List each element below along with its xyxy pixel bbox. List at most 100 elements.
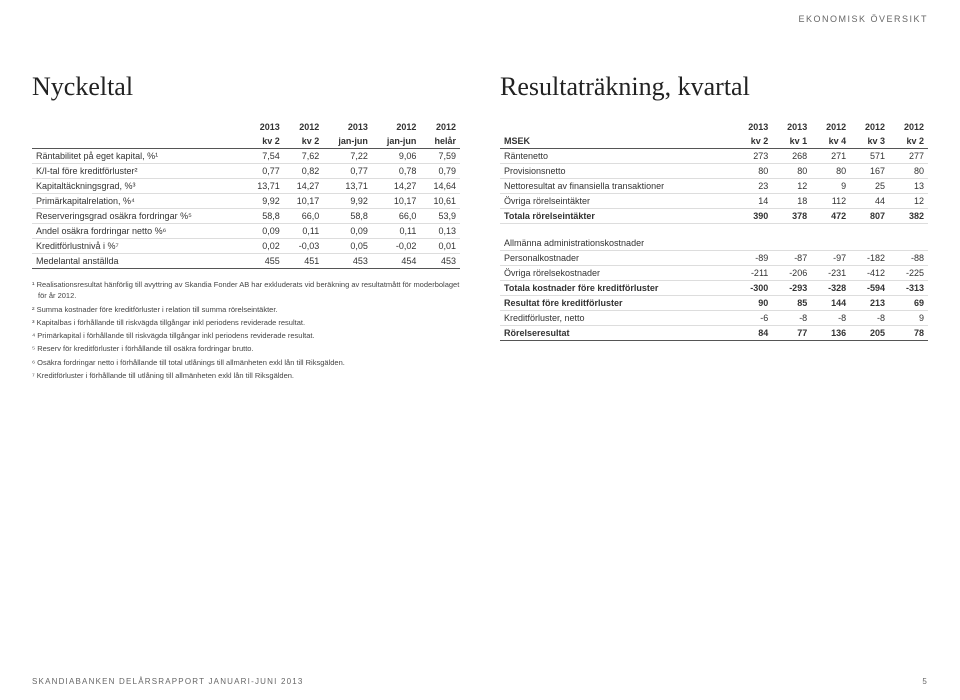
- col-header: MSEK: [500, 134, 733, 149]
- cell-value: 84: [733, 326, 772, 341]
- cell-value: 77: [772, 326, 811, 341]
- footnote: ⁷ Kreditförluster i förhållande till utl…: [32, 370, 460, 381]
- table-row: Övriga rörelsekostnader-211-206-231-412-…: [500, 266, 928, 281]
- table-row: Kreditförluster, netto-6-8-8-89: [500, 311, 928, 326]
- cell-value: -8: [772, 311, 811, 326]
- col-header: kv 2: [284, 134, 324, 149]
- cell-value: -206: [772, 266, 811, 281]
- table-row: Primärkapitalrelation, %⁴9,9210,179,9210…: [32, 194, 460, 209]
- resultat-title: Resultaträkning, kvartal: [500, 72, 928, 102]
- col-header: 2012: [420, 120, 460, 134]
- cell-value: [772, 236, 811, 251]
- row-label: Totala kostnader före kreditförluster: [500, 281, 733, 296]
- cell-value: -211: [733, 266, 772, 281]
- cell-value: 14: [733, 194, 772, 209]
- cell-value: 136: [811, 326, 850, 341]
- cell-value: 7,54: [244, 149, 284, 164]
- cell-value: 277: [889, 149, 928, 164]
- col-header: 2012: [850, 120, 889, 134]
- cell-value: 0,01: [420, 239, 460, 254]
- cell-value: -412: [850, 266, 889, 281]
- footer-bar: SKANDIABANKEN DELÅRSRAPPORT JANUARI-JUNI…: [32, 677, 928, 686]
- table-row: Nettoresultat av finansiella transaktion…: [500, 179, 928, 194]
- cell-value: [733, 236, 772, 251]
- section-label-row: Allmänna administrationskostnader: [500, 236, 928, 251]
- footnotes: ¹ Realisationsresultat hänförlig till av…: [32, 279, 460, 381]
- cell-value: 14,64: [420, 179, 460, 194]
- cell-value: 268: [772, 149, 811, 164]
- cell-value: 0,77: [244, 164, 284, 179]
- cell-value: 9,92: [323, 194, 372, 209]
- cell-value: 571: [850, 149, 889, 164]
- cell-value: 0,11: [372, 224, 421, 239]
- col-header: kv 2: [733, 134, 772, 149]
- cell-value: 453: [323, 254, 372, 269]
- footnote: ⁴ Primärkapital i förhållande till riskv…: [32, 330, 460, 341]
- col-header: [32, 134, 244, 149]
- cell-value: 0,79: [420, 164, 460, 179]
- nyckeltal-title: Nyckeltal: [32, 72, 460, 102]
- cell-value: 53,9: [420, 209, 460, 224]
- cell-value: 23: [733, 179, 772, 194]
- table-row: Resultat före kreditförluster90851442136…: [500, 296, 928, 311]
- cell-value: 390: [733, 209, 772, 224]
- cell-value: 25: [850, 179, 889, 194]
- resultat-table: 2013 2013 2012 2012 2012 MSEK kv 2 kv 1 …: [500, 120, 928, 341]
- table-row: Totala kostnader före kreditförluster-30…: [500, 281, 928, 296]
- cell-value: 85: [772, 296, 811, 311]
- cell-value: 14,27: [284, 179, 324, 194]
- table-row: Övriga rörelseintäkter14181124412: [500, 194, 928, 209]
- cell-value: 7,62: [284, 149, 324, 164]
- cell-value: 7,22: [323, 149, 372, 164]
- cell-value: 80: [889, 164, 928, 179]
- cell-value: -0,02: [372, 239, 421, 254]
- row-label: K/I-tal före kreditförluster²: [32, 164, 244, 179]
- cell-value: 0,82: [284, 164, 324, 179]
- cell-value: 0,13: [420, 224, 460, 239]
- cell-value: 80: [733, 164, 772, 179]
- cell-value: -8: [850, 311, 889, 326]
- cell-value: 167: [850, 164, 889, 179]
- cell-value: 807: [850, 209, 889, 224]
- cell-value: 9: [811, 179, 850, 194]
- cell-value: -225: [889, 266, 928, 281]
- row-label: Rörelseresultat: [500, 326, 733, 341]
- row-label: Övriga rörelseintäkter: [500, 194, 733, 209]
- cell-value: 10,17: [372, 194, 421, 209]
- row-label: Räntabilitet på eget kapital, %¹: [32, 149, 244, 164]
- cell-value: 12: [772, 179, 811, 194]
- table-row: Räntenetto273268271571277: [500, 149, 928, 164]
- col-header: kv 4: [811, 134, 850, 149]
- col-header: jan-jun: [372, 134, 421, 149]
- cell-value: -594: [850, 281, 889, 296]
- cell-value: 451: [284, 254, 324, 269]
- row-label: Övriga rörelsekostnader: [500, 266, 733, 281]
- cell-value: -97: [811, 251, 850, 266]
- cell-value: [811, 236, 850, 251]
- row-label: Räntenetto: [500, 149, 733, 164]
- cell-value: -8: [811, 311, 850, 326]
- cell-value: -87: [772, 251, 811, 266]
- table-row: Andel osäkra fordringar netto %⁶0,090,11…: [32, 224, 460, 239]
- table-row: Reserveringsgrad osäkra fordringar %⁵58,…: [32, 209, 460, 224]
- cell-value: 205: [850, 326, 889, 341]
- row-label: Kapitaltäckningsgrad, %³: [32, 179, 244, 194]
- col-header: jan-jun: [323, 134, 372, 149]
- cell-value: 0,11: [284, 224, 324, 239]
- cell-value: 58,8: [323, 209, 372, 224]
- cell-value: 213: [850, 296, 889, 311]
- footer-page-number: 5: [922, 677, 928, 686]
- cell-value: 13,71: [244, 179, 284, 194]
- col-header: 2012: [284, 120, 324, 134]
- cell-value: 13: [889, 179, 928, 194]
- table-row: Kreditförlustnivå i %⁷0,02-0,030,05-0,02…: [32, 239, 460, 254]
- cell-value: -89: [733, 251, 772, 266]
- row-label: Primärkapitalrelation, %⁴: [32, 194, 244, 209]
- row-label: Resultat före kreditförluster: [500, 296, 733, 311]
- col-header: 2013: [323, 120, 372, 134]
- cell-value: [850, 236, 889, 251]
- col-header: kv 2: [889, 134, 928, 149]
- col-header: kv 3: [850, 134, 889, 149]
- cell-value: 472: [811, 209, 850, 224]
- col-header: 2013: [244, 120, 284, 134]
